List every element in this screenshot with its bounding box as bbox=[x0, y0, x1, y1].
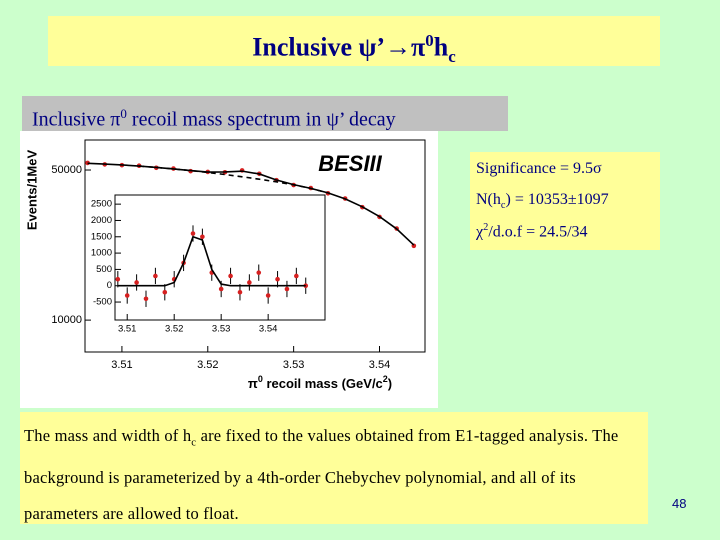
data-point bbox=[275, 276, 280, 282]
data-point bbox=[200, 234, 205, 240]
data-point bbox=[134, 280, 139, 285]
title-meson: π bbox=[411, 32, 426, 62]
y-tick-label: 2000 bbox=[91, 215, 112, 226]
results-box: Significance = 9.5σ N(hc) = 10353±1097 χ… bbox=[470, 152, 660, 250]
data-point bbox=[284, 286, 290, 292]
note-sub: c bbox=[191, 436, 197, 449]
chi2: χ2/d.o.f = 24.5/34 bbox=[476, 222, 660, 253]
x-axis-label-part: 2 bbox=[383, 374, 388, 384]
x-tick-label: 3.52 bbox=[197, 359, 218, 371]
note-box: The mass and width of hc are fixed to th… bbox=[20, 412, 648, 524]
title-arrow: → bbox=[385, 32, 412, 62]
data-point bbox=[162, 289, 168, 295]
y-tick-label: 500 bbox=[96, 264, 112, 275]
y-tick-label: 0 bbox=[107, 280, 112, 291]
data-point bbox=[265, 293, 271, 298]
x-axis-label-part: recoil mass (GeV/c bbox=[263, 376, 383, 391]
x-tick-label: 3.54 bbox=[259, 324, 278, 335]
title-text: Inclusive ψ’ bbox=[252, 32, 386, 62]
subtitle-text: Inclusive π bbox=[32, 108, 121, 131]
x-tick-label: 3.54 bbox=[369, 359, 390, 371]
data-point bbox=[218, 286, 224, 292]
data-point bbox=[228, 273, 233, 279]
x-tick-label: 3.53 bbox=[283, 359, 304, 371]
data-point bbox=[115, 276, 121, 282]
fit-line bbox=[117, 235, 306, 287]
data-point bbox=[256, 270, 262, 275]
data-point bbox=[124, 293, 130, 298]
x-tick-label: 3.51 bbox=[111, 359, 132, 371]
data-point bbox=[153, 273, 158, 279]
chi2-text: χ bbox=[476, 223, 484, 241]
yield-text: ) = 10353±1097 bbox=[505, 191, 609, 208]
x-axis-label-part: ) bbox=[388, 376, 392, 391]
title-sup: 0 bbox=[425, 31, 434, 50]
y-tick-label: 1000 bbox=[91, 248, 112, 259]
y-tick-label: 50000 bbox=[51, 164, 82, 176]
data-point bbox=[247, 280, 252, 285]
subtitle-text: recoil mass spectrum in ψ’ decay bbox=[126, 108, 396, 131]
x-tick-label: 3.52 bbox=[165, 324, 184, 335]
y-tick-label: 2500 bbox=[91, 199, 112, 210]
page-number: 48 bbox=[672, 496, 687, 511]
yield-sub: c bbox=[500, 200, 506, 212]
data-point bbox=[303, 283, 309, 289]
chi2-sup: 2 bbox=[483, 222, 489, 233]
yield: N(hc) = 10353±1097 bbox=[476, 191, 660, 222]
significance: Significance = 9.5σ bbox=[476, 160, 602, 177]
note-text: The mass and width of h bbox=[24, 426, 192, 445]
annotation: BESIII bbox=[318, 151, 382, 176]
subtitle-sup: 0 bbox=[120, 106, 127, 121]
title-box: Inclusive ψ’→π0hc bbox=[48, 16, 660, 66]
title-sub: c bbox=[448, 46, 456, 66]
data-point bbox=[294, 273, 299, 279]
y-tick-label: 1500 bbox=[91, 231, 112, 242]
data-point bbox=[143, 296, 149, 302]
x-tick-label: 3.51 bbox=[118, 324, 137, 335]
x-axis-label: π0 recoil mass (GeV/c2) bbox=[248, 374, 392, 391]
x-axis-label-part: π bbox=[248, 376, 258, 391]
chi2-text: /d.o.f = 24.5/34 bbox=[488, 223, 588, 241]
y-axis-label: Events/1MeV bbox=[24, 150, 39, 231]
chart-panel: 3.51 3.52 3.53 3.54 10000 50000 BESIII Events/1… bbox=[20, 131, 438, 408]
data-point bbox=[237, 289, 243, 295]
note-text: are fixed to the values obtained from E1… bbox=[24, 426, 619, 524]
y-tick-label: 10000 bbox=[51, 314, 82, 326]
y-tick-label: -500 bbox=[93, 297, 112, 308]
plot-frame bbox=[114, 194, 326, 321]
x-tick-label: 3.53 bbox=[212, 324, 231, 335]
fit-line bbox=[139, 165, 329, 194]
x-axis-label-part: 0 bbox=[258, 374, 263, 384]
yield-text: N(h bbox=[476, 191, 501, 208]
data-point bbox=[190, 231, 196, 236]
title-product: h bbox=[433, 32, 449, 62]
inset-plot: 3.51 3.52 3.53 3.54 -500 0 500 1000 1500 2000 2500 bbox=[91, 194, 326, 335]
subtitle-box: Inclusive π0 recoil mass spectrum in ψ’ … bbox=[22, 96, 508, 131]
